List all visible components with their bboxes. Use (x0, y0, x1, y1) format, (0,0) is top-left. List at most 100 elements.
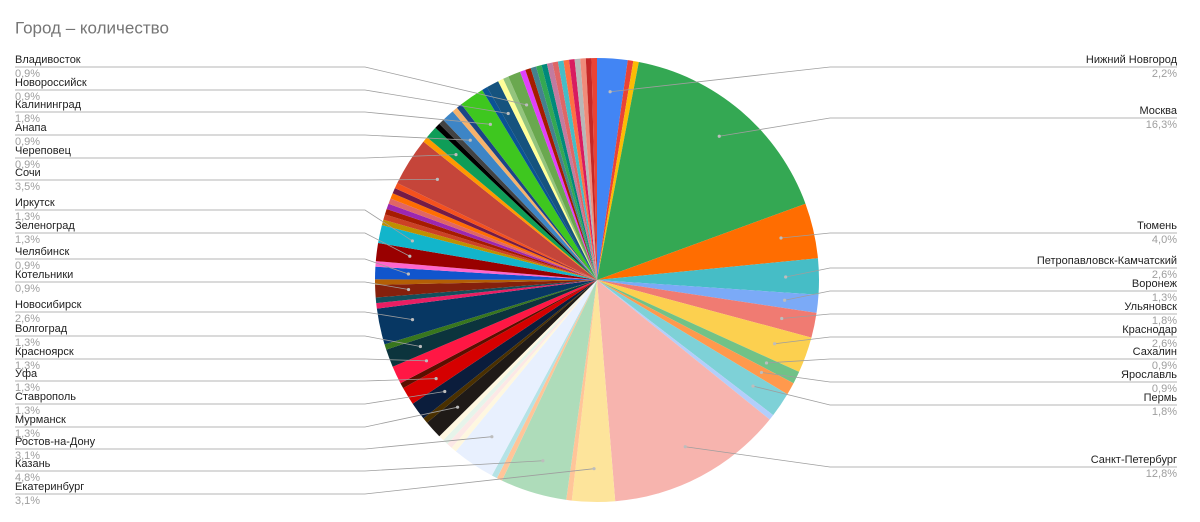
leader-dot (541, 459, 545, 463)
leader-dot (759, 370, 764, 375)
pie-slice (426, 280, 597, 437)
pie-slice (597, 280, 812, 372)
pie-slice (580, 58, 597, 281)
slice-label: Череповец (15, 145, 72, 157)
pie-slice (591, 58, 597, 280)
slice-label: Сахалин (1133, 346, 1177, 358)
pie-slice (378, 225, 597, 280)
leader-line (761, 372, 1177, 383)
pie-slice (376, 280, 597, 309)
pie-slice (557, 60, 597, 280)
slice-label: Калининград (15, 99, 82, 111)
slice-value-label: 2,6% (1152, 338, 1177, 350)
leader-dot (751, 384, 755, 388)
leader-dot (490, 435, 494, 439)
slice-value-label: 1,3% (15, 382, 40, 394)
pie-slice (525, 68, 597, 280)
pie-slice (456, 104, 597, 280)
pie-slice (597, 203, 818, 280)
slice-value-label: 1,8% (15, 113, 40, 125)
slice-value-label: 1,3% (15, 234, 40, 246)
leader-line (785, 267, 1177, 278)
slice-value-label: 2,6% (15, 313, 40, 325)
slice-label: Новосибирск (15, 299, 82, 311)
slice-value-label: 0,9% (1152, 383, 1177, 395)
pie-slice (381, 219, 597, 280)
leader-line (15, 111, 491, 125)
slice-value-label: 1,3% (15, 428, 40, 440)
leader-line (685, 446, 1177, 468)
pie-slice (375, 266, 597, 280)
leader-line (784, 290, 1177, 301)
pie-slice (375, 280, 597, 298)
pie-slice (455, 280, 597, 476)
pie-slice (597, 280, 770, 502)
slice-label: Волгоград (15, 323, 68, 335)
pie-slice (597, 280, 788, 416)
slice-label: Ульяновск (1124, 301, 1177, 313)
leader-line (15, 178, 438, 181)
pie (375, 58, 819, 503)
leader-dot (683, 445, 687, 449)
slice-label: Новороссийск (15, 77, 87, 89)
pie-slice (569, 59, 597, 281)
leader-line (15, 209, 413, 242)
slice-value-label: 2,2% (1152, 68, 1177, 80)
pie-slice (461, 90, 597, 281)
pie-slice (383, 214, 597, 280)
leader-line (15, 378, 437, 382)
pie-slice (452, 107, 597, 280)
slice-value-label: 1,8% (1152, 315, 1177, 327)
leader-dot (435, 177, 439, 181)
slice-value-label: 12,8% (1146, 468, 1177, 480)
slice-label: Уфа (15, 368, 38, 380)
chart-title: Город – количество (15, 18, 169, 37)
leader-dot (455, 405, 460, 409)
pie-slice (498, 78, 597, 280)
leader-line (719, 117, 1177, 137)
leader-line (15, 134, 471, 141)
slice-value-label: 0,9% (15, 68, 40, 80)
leader-line (15, 358, 427, 362)
leader-dot (784, 275, 788, 279)
slice-value-label: 16,3% (1146, 119, 1177, 131)
slice-label: Анапа (15, 122, 47, 134)
leader-dot (780, 316, 784, 321)
slice-label: Ставрополь (15, 391, 76, 403)
slice-label: Екатеринбург (15, 481, 84, 493)
leader-dot (524, 103, 529, 107)
pie-slice (487, 81, 597, 280)
slice-label: Краснодар (1122, 324, 1177, 336)
pie-slice (501, 280, 597, 500)
slice-value-label: 1,8% (1152, 406, 1177, 418)
pie-slice (400, 280, 597, 389)
slice-label: Воронеж (1132, 278, 1178, 290)
slice-value-label: 0,9% (15, 136, 40, 148)
pie-slice (597, 280, 800, 384)
leader-dot (488, 122, 492, 126)
leader-line (15, 66, 527, 106)
pie-slice (451, 280, 597, 452)
pie-slice (375, 242, 597, 280)
slice-label: Котельники (15, 269, 73, 281)
slice-label: Красноярск (15, 346, 74, 358)
slice-label: Владивосток (15, 54, 81, 66)
pie-slice (443, 280, 597, 445)
leader-line (15, 406, 458, 428)
leader-dot (592, 467, 596, 471)
slice-label: Челябинск (15, 246, 69, 258)
leader-dot (454, 152, 458, 157)
leader-dot (764, 361, 769, 365)
slice-value-label: 2,6% (1152, 269, 1177, 281)
leader-dot (608, 90, 612, 94)
slice-label: Иркутск (15, 197, 55, 209)
slice-value-label: 1,3% (1152, 292, 1177, 304)
leader-dot (717, 134, 721, 138)
leader-line (752, 385, 1177, 406)
pie-slice (392, 280, 597, 384)
pie-slice (491, 280, 597, 479)
pie-slice (552, 61, 597, 280)
pie-slice (597, 280, 817, 338)
leader-line (15, 258, 409, 275)
slice-label: Мурманск (15, 414, 66, 426)
